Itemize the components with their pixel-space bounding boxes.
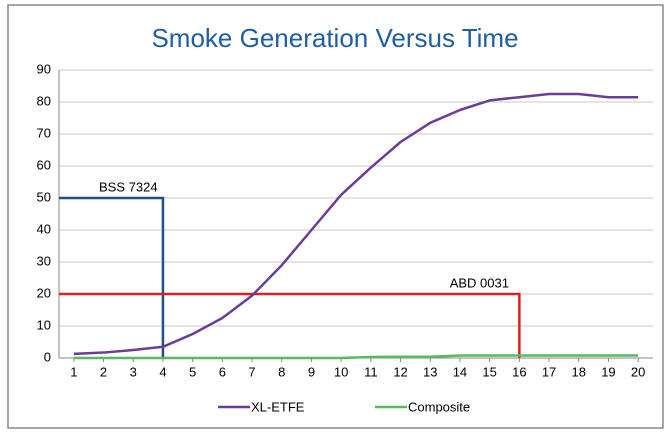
y-tick-label: 20 [37, 285, 51, 300]
threshold-line [59, 292, 521, 358]
x-tick-label: 1 [70, 364, 77, 379]
x-tick-label: 16 [512, 364, 526, 379]
y-tick-label: 70 [37, 125, 51, 140]
x-tick-label: 7 [248, 364, 255, 379]
annotation-label: BSS 7324 [99, 179, 158, 194]
series-line [73, 92, 639, 356]
y-tick-label: 80 [37, 93, 51, 108]
y-tick-label: 10 [37, 317, 51, 332]
y-tick-label: 60 [37, 157, 51, 172]
x-tick-label: 2 [100, 364, 107, 379]
x-tick-label: 6 [219, 364, 226, 379]
annotation-label: ABD 0031 [450, 275, 509, 290]
series-line [73, 354, 639, 360]
legend-label: XL-ETFE [251, 399, 305, 414]
y-tick-label: 50 [37, 189, 51, 204]
x-tick-label: 9 [308, 364, 315, 379]
x-tick-label: 13 [423, 364, 437, 379]
x-tick-label: 12 [393, 364, 407, 379]
x-tick-label: 20 [631, 364, 645, 379]
x-tick-label: 19 [601, 364, 615, 379]
threshold-line [59, 196, 165, 358]
y-tick-label: 90 [37, 61, 51, 76]
y-tick-label: 40 [37, 221, 51, 236]
x-tick-label: 3 [130, 364, 137, 379]
y-tick-label: 0 [44, 349, 51, 364]
y-tick-label: 30 [37, 253, 51, 268]
x-tick-label: 11 [364, 364, 378, 379]
legend-label: Composite [408, 399, 470, 414]
x-tick-label: 5 [189, 364, 196, 379]
x-tick-label: 4 [159, 364, 166, 379]
x-tick-label: 10 [334, 364, 348, 379]
x-tick-label: 14 [453, 364, 467, 379]
x-tick-label: 15 [482, 364, 496, 379]
chart-title: Smoke Generation Versus Time [151, 23, 518, 53]
x-tick-label: 18 [572, 364, 586, 379]
x-tick-label: 17 [542, 364, 556, 379]
x-tick-label: 8 [278, 364, 285, 379]
